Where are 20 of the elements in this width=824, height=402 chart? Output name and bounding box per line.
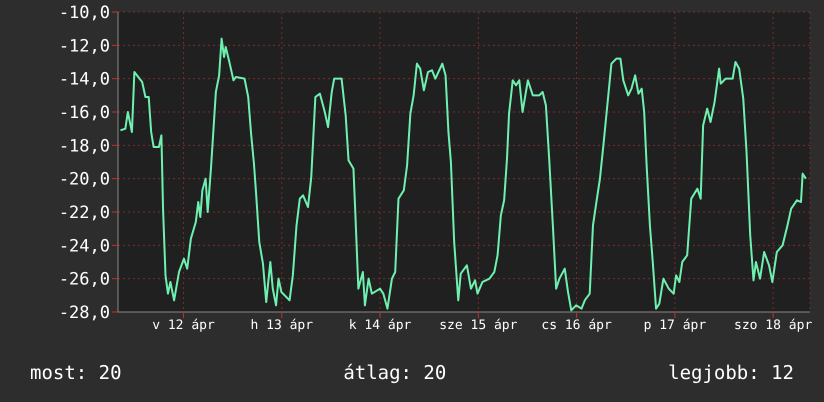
y-tick-label: -22,0 (58, 203, 110, 224)
y-tick-label: -26,0 (58, 270, 110, 290)
x-tick-label: cs 16 ápr (541, 318, 612, 334)
y-tick-label: -24,0 (58, 236, 110, 256)
y-tick-label: -12,0 (58, 36, 110, 56)
x-tick-label: szo 18 ápr (734, 318, 812, 334)
y-tick-label: -10,0 (58, 3, 110, 24)
text: legjobb: 12 (668, 362, 794, 384)
y-tick-label: -18,0 (58, 136, 110, 156)
text: most: 20 (30, 362, 122, 384)
text: átlag: 20 (343, 362, 446, 384)
y-tick-label: -14,0 (58, 70, 110, 90)
x-tick-label: k 14 ápr (348, 318, 412, 334)
x-tick-label: h 13 ápr (250, 318, 314, 334)
x-tick-label: sze 15 ápr (439, 318, 518, 334)
y-tick-label: -28,0 (58, 303, 110, 324)
y-tick-label: -20,0 (58, 170, 110, 190)
x-tick-label: v 12 ápr (152, 318, 215, 334)
x-tick-label: p 17 ápr (644, 318, 706, 334)
y-tick-label: -16,0 (58, 103, 110, 124)
